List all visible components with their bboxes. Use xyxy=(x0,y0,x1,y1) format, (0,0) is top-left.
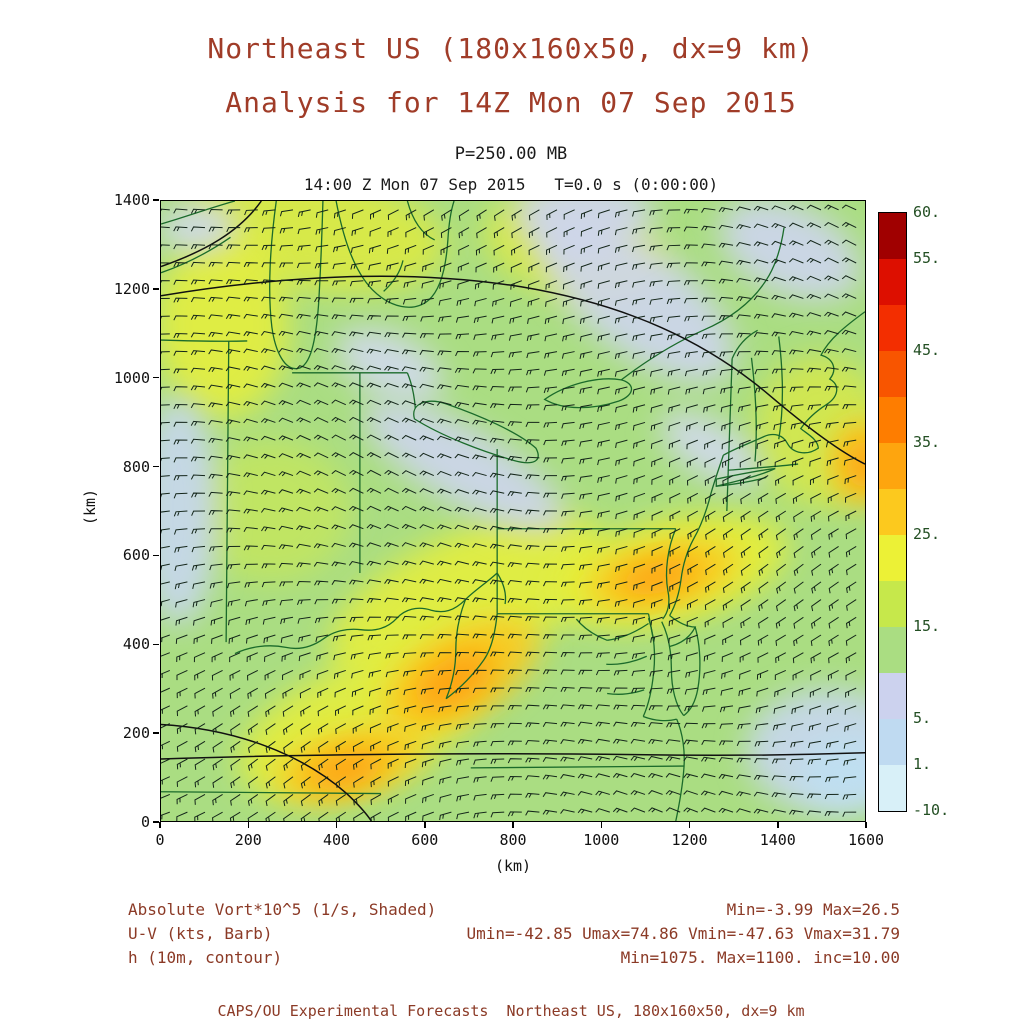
colorbar-tick-label: 25. xyxy=(913,525,941,543)
y-tick-mark xyxy=(153,643,159,646)
y-tick-mark xyxy=(153,199,159,201)
colorbar-tick-label: 5. xyxy=(913,709,932,727)
legend-contour-stats: Min=1075. Max=1100. inc=10.00 xyxy=(620,948,900,967)
colorbar-segment xyxy=(879,673,906,719)
y-tick-label: 800 xyxy=(122,457,150,476)
legend-row-barb: U-V (kts, Barb) Umin=-42.85 Umax=74.86 V… xyxy=(128,922,900,946)
y-tick-mark xyxy=(153,554,159,557)
legend-shaded-stats: Min=-3.99 Max=26.5 xyxy=(726,900,900,919)
x-tick-label: 800 xyxy=(499,831,527,849)
y-tick-mark xyxy=(153,465,159,468)
x-tick-label: 1000 xyxy=(583,831,620,849)
x-tick-mark xyxy=(424,822,426,828)
colorbar-tick-label: 60. xyxy=(913,203,941,221)
geography-outlines xyxy=(161,201,865,821)
map-plot-area xyxy=(160,200,866,822)
x-tick-mark xyxy=(688,822,691,828)
page-title-line2: Analysis for 14Z Mon 07 Sep 2015 xyxy=(225,86,797,119)
x-tick-mark xyxy=(512,822,514,828)
x-tick-mark xyxy=(335,822,338,828)
x-tick-mark xyxy=(159,822,161,828)
legend-barb-stats: Umin=-42.85 Umax=74.86 Vmin=-47.63 Vmax=… xyxy=(466,924,900,943)
y-tick-mark xyxy=(153,732,159,734)
colorbar-tick-label: 15. xyxy=(913,617,941,635)
y-tick-label: 1400 xyxy=(113,191,150,209)
x-axis-title: (km) xyxy=(494,857,532,875)
legend-block: Absolute Vort*10^5 (1/s, Shaded) Min=-3.… xyxy=(128,898,900,970)
y-tick-label: 200 xyxy=(122,724,150,743)
colorbar-tick-label: 35. xyxy=(913,433,941,451)
legend-shaded-field: Absolute Vort*10^5 (1/s, Shaded) xyxy=(128,900,437,919)
colorbar-tick-label: 1. xyxy=(913,755,932,773)
colorbar-segment xyxy=(879,305,906,351)
page-title-line1: Northeast US (180x160x50, dx=9 km) xyxy=(207,32,815,65)
x-tick-mark xyxy=(777,822,779,828)
y-tick-label: 1000 xyxy=(113,368,150,387)
valid-time-label: 14:00 Z Mon 07 Sep 2015 T=0.0 s (0:00:00… xyxy=(303,175,719,194)
colorbar-tick-label: 55. xyxy=(913,249,941,267)
colorbar-segment xyxy=(879,765,906,811)
colorbar-segment xyxy=(879,351,906,397)
colorbar-tick-label: -10. xyxy=(913,801,950,819)
x-tick-label: 1600 xyxy=(847,831,885,849)
y-tick-label: 0 xyxy=(140,813,150,831)
legend-contour-field: h (10m, contour) xyxy=(128,948,283,967)
y-axis-title: (km) xyxy=(81,488,100,526)
legend-row-contour: h (10m, contour) Min=1075. Max=1100. inc… xyxy=(128,946,900,970)
y-tick-label: 400 xyxy=(122,635,150,654)
y-tick-mark xyxy=(153,288,159,290)
colorbar-segment xyxy=(879,397,906,443)
x-tick-label: 0 xyxy=(155,831,165,849)
colorbar-tick-label: 45. xyxy=(913,341,941,359)
x-tick-mark xyxy=(247,822,249,828)
colorbar-segment xyxy=(879,719,906,765)
height-contours xyxy=(161,201,865,821)
x-tick-mark xyxy=(865,822,867,828)
colorbar xyxy=(878,212,907,812)
colorbar-segment xyxy=(879,581,906,627)
y-tick-label: 1200 xyxy=(113,279,150,298)
x-tick-mark xyxy=(600,822,602,828)
colorbar-segment xyxy=(879,443,906,489)
x-tick-label: 1200 xyxy=(671,831,708,849)
colorbar-segment xyxy=(879,489,906,535)
y-tick-mark xyxy=(153,376,159,379)
colorbar-segment xyxy=(879,535,906,581)
footer-text: CAPS/OU Experimental Forecasts Northeast… xyxy=(217,1002,805,1020)
vorticity-map-svg xyxy=(161,201,865,821)
x-tick-label: 200 xyxy=(234,831,262,849)
y-tick-label: 600 xyxy=(122,546,150,565)
colorbar-segment xyxy=(879,213,906,259)
x-tick-label: 400 xyxy=(322,831,351,849)
wind-barbs xyxy=(161,205,856,821)
x-tick-label: 1400 xyxy=(759,831,796,849)
y-tick-mark xyxy=(153,821,159,823)
colorbar-segment xyxy=(879,627,906,673)
legend-row-shaded: Absolute Vort*10^5 (1/s, Shaded) Min=-3.… xyxy=(128,898,900,922)
legend-barb-field: U-V (kts, Barb) xyxy=(128,924,273,943)
colorbar-segment xyxy=(879,259,906,305)
pressure-level-label: P=250.00 MB xyxy=(454,144,568,164)
x-tick-label: 600 xyxy=(411,831,439,849)
